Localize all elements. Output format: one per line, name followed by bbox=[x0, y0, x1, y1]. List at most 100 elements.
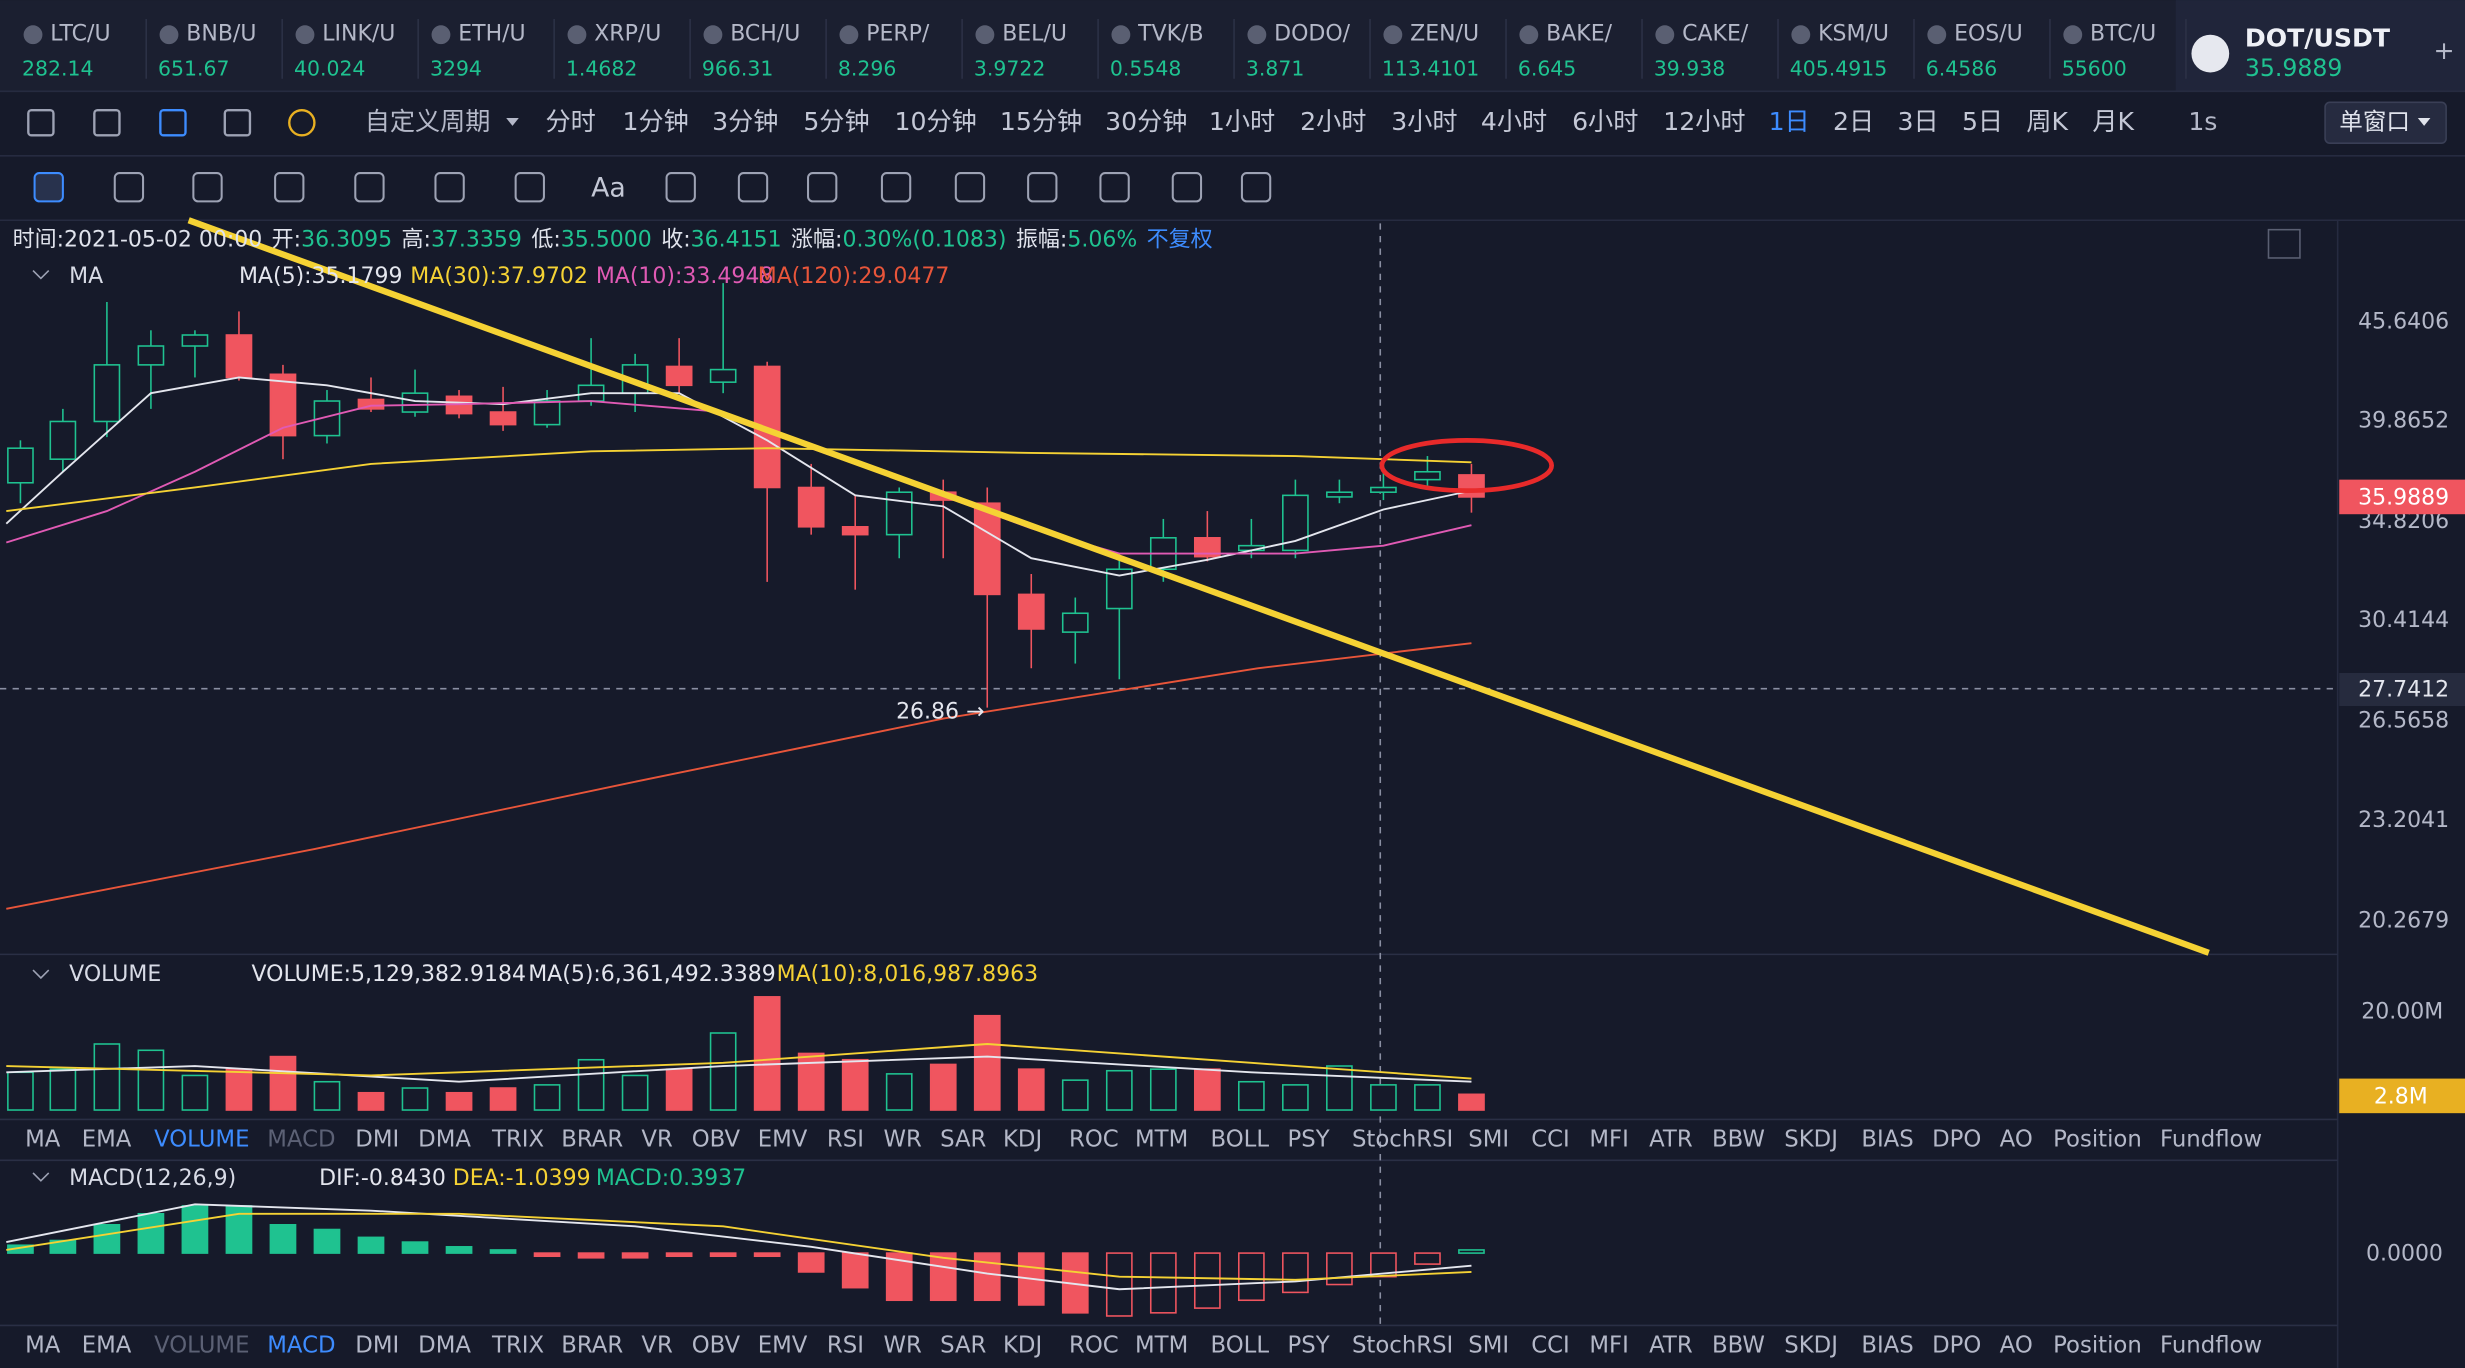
indicator-tab[interactable]: WR bbox=[884, 1332, 923, 1358]
symbol-price[interactable]: 35.9889 bbox=[2245, 54, 2343, 82]
drawing-tool[interactable] bbox=[1027, 172, 1058, 203]
toolbar-icon[interactable] bbox=[159, 109, 187, 137]
drawing-tool-text[interactable]: Aa bbox=[591, 172, 626, 203]
indicator-tab[interactable]: StochRSI bbox=[1352, 1332, 1453, 1358]
toolbar-icon[interactable] bbox=[288, 109, 316, 137]
ticker-name[interactable]: ZEN/U bbox=[1410, 22, 1479, 47]
timeframe[interactable]: 2日 bbox=[1833, 107, 1874, 136]
indicator-tab[interactable]: DMA bbox=[418, 1126, 471, 1152]
toolbar-icon[interactable] bbox=[223, 109, 252, 137]
drawing-tool[interactable] bbox=[434, 172, 465, 203]
ticker-name[interactable]: LTC/U bbox=[50, 22, 110, 47]
indicator-tab[interactable]: Position bbox=[2053, 1332, 2142, 1358]
indicator-tab[interactable]: VOLUME bbox=[154, 1332, 249, 1358]
window-mode[interactable]: 单窗口 bbox=[2339, 107, 2410, 135]
ticker-name[interactable]: CAKE/ bbox=[1682, 22, 1749, 47]
indicator-tab[interactable]: BIAS bbox=[1861, 1332, 1913, 1358]
indicator-tab[interactable]: EMA bbox=[82, 1332, 132, 1358]
timeframe[interactable]: 12小时 bbox=[1663, 107, 1745, 136]
indicator-tab[interactable]: SAR bbox=[940, 1126, 986, 1152]
timeframe[interactable]: 2小时 bbox=[1300, 107, 1366, 136]
timeframe[interactable]: 3日 bbox=[1897, 107, 1938, 136]
ticker-price[interactable]: 966.31 bbox=[702, 56, 773, 80]
indicator-tab[interactable]: MACD bbox=[267, 1126, 335, 1152]
drawing-tool[interactable] bbox=[665, 172, 696, 203]
indicator-tab[interactable]: ROC bbox=[1069, 1332, 1119, 1358]
ticker-price[interactable]: 113.4101 bbox=[1382, 56, 1479, 80]
indicator-tab[interactable]: SKDJ bbox=[1784, 1126, 1838, 1152]
indicator-tab[interactable]: BOLL bbox=[1210, 1332, 1269, 1358]
ticker-price[interactable]: 40.024 bbox=[294, 56, 365, 80]
drawing-tool[interactable] bbox=[514, 172, 545, 203]
indicator-tab[interactable]: DPO bbox=[1932, 1332, 1981, 1358]
window-mode-box[interactable] bbox=[2324, 101, 2447, 144]
refresh-rate[interactable]: 1s bbox=[2188, 107, 2217, 136]
ticker-price[interactable]: 6.645 bbox=[1518, 56, 1576, 80]
indicator-tab[interactable]: PSY bbox=[1288, 1332, 1330, 1358]
indicator-tab[interactable]: ROC bbox=[1069, 1126, 1119, 1152]
drawing-tool[interactable] bbox=[880, 172, 912, 203]
ticker-price[interactable]: 0.5548 bbox=[1110, 56, 1181, 80]
ticker-name[interactable]: KSM/U bbox=[1818, 22, 1889, 47]
indicator-tab[interactable]: EMV bbox=[758, 1332, 808, 1358]
indicator-tab[interactable]: EMA bbox=[82, 1126, 132, 1152]
ticker-price[interactable]: 405.4915 bbox=[1790, 56, 1887, 80]
indicator-tab[interactable]: MFI bbox=[1589, 1126, 1628, 1152]
indicator-tab[interactable]: BBW bbox=[1712, 1126, 1765, 1152]
indicator-tab[interactable]: VOLUME bbox=[154, 1126, 249, 1152]
timeframe[interactable]: 1日 bbox=[1769, 107, 1810, 136]
ticker-price[interactable]: 3.871 bbox=[1246, 56, 1304, 80]
ticker-name[interactable]: TVK/B bbox=[1137, 22, 1203, 47]
indicator-tab[interactable]: BBW bbox=[1712, 1332, 1765, 1358]
drawing-tool[interactable] bbox=[274, 172, 305, 203]
indicator-tab[interactable]: Position bbox=[2053, 1126, 2142, 1152]
timeframe[interactable]: 6小时 bbox=[1572, 107, 1638, 136]
ticker-price[interactable]: 1.4682 bbox=[566, 56, 637, 80]
custom-period[interactable]: 自定义周期 bbox=[365, 107, 491, 136]
ticker-price[interactable]: 651.67 bbox=[158, 56, 229, 80]
ticker-name[interactable]: DODO/ bbox=[1274, 22, 1351, 47]
indicator-tab[interactable]: SMI bbox=[1468, 1332, 1509, 1358]
indicator-tab[interactable]: SMI bbox=[1468, 1126, 1509, 1152]
timeframe[interactable]: 1分钟 bbox=[623, 107, 689, 136]
ticker-name[interactable]: EOS/U bbox=[1954, 22, 2023, 47]
drawing-tool[interactable] bbox=[354, 172, 385, 203]
ticker-price[interactable]: 6.4586 bbox=[1926, 56, 1997, 80]
indicator-tab[interactable]: BIAS bbox=[1861, 1126, 1913, 1152]
timeframe[interactable]: 分时 bbox=[546, 107, 596, 136]
indicator-tab[interactable]: BRAR bbox=[561, 1332, 623, 1358]
drawing-tool[interactable] bbox=[1240, 172, 1272, 203]
timeframe[interactable]: 3分钟 bbox=[712, 107, 778, 136]
timeframe[interactable]: 4小时 bbox=[1481, 107, 1547, 136]
ticker-price[interactable]: 3294 bbox=[430, 56, 482, 80]
ticker-price[interactable]: 282.14 bbox=[22, 56, 93, 80]
indicator-tab[interactable]: RSI bbox=[827, 1332, 864, 1358]
indicator-tab[interactable]: VR bbox=[641, 1126, 673, 1152]
timeframe[interactable]: 3小时 bbox=[1391, 107, 1457, 136]
indicator-tab[interactable]: MTM bbox=[1135, 1332, 1188, 1358]
ticker-price[interactable]: 39.938 bbox=[1654, 56, 1725, 80]
ticker-name[interactable]: ETH/U bbox=[458, 22, 525, 47]
drawing-tool[interactable] bbox=[954, 172, 986, 203]
indicator-tab[interactable]: ATR bbox=[1649, 1126, 1693, 1152]
drawing-tool[interactable] bbox=[1099, 172, 1130, 203]
indicator-tab[interactable]: CCI bbox=[1531, 1126, 1570, 1152]
ticker-name[interactable]: BEL/U bbox=[1002, 22, 1067, 47]
ticker-name[interactable]: BAKE/ bbox=[1546, 22, 1612, 47]
indicator-tab[interactable]: MA bbox=[25, 1332, 61, 1358]
ticker-name[interactable]: XRP/U bbox=[594, 22, 661, 47]
drawing-tool[interactable] bbox=[737, 172, 769, 203]
timeframe[interactable]: 1小时 bbox=[1209, 107, 1275, 136]
add-button[interactable]: + bbox=[2434, 36, 2455, 65]
fullscreen-icon[interactable] bbox=[2267, 228, 2301, 259]
indicator-tab[interactable]: AO bbox=[2000, 1332, 2033, 1358]
indicator-tab[interactable]: MFI bbox=[1589, 1332, 1628, 1358]
indicator-tab[interactable]: OBV bbox=[692, 1332, 741, 1358]
ticker-name[interactable]: BNB/U bbox=[186, 22, 256, 47]
timeframe[interactable]: 月K bbox=[2092, 107, 2135, 136]
indicator-tab[interactable]: TRIX bbox=[491, 1126, 544, 1152]
indicator-tab[interactable]: CCI bbox=[1531, 1332, 1570, 1358]
indicator-tab[interactable]: BRAR bbox=[561, 1126, 623, 1152]
ticker-price[interactable]: 55600 bbox=[2062, 56, 2127, 80]
indicator-tab[interactable]: PSY bbox=[1288, 1126, 1330, 1152]
